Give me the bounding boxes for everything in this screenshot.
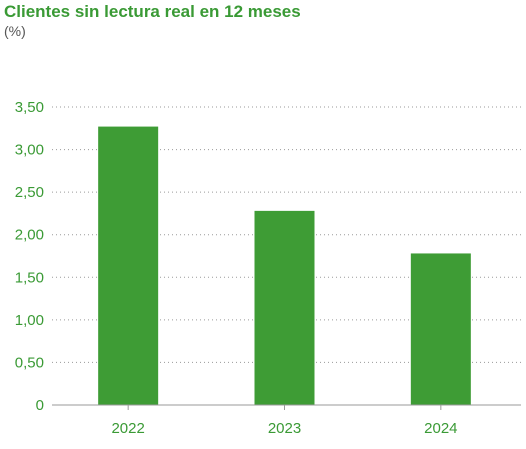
bars bbox=[98, 126, 471, 405]
bar-2022 bbox=[98, 126, 159, 405]
y-tick-label: 1,00 bbox=[15, 312, 44, 329]
y-tick-label: 3,00 bbox=[15, 142, 44, 159]
bar-2024 bbox=[410, 253, 471, 405]
y-tick-label: 0 bbox=[36, 397, 44, 414]
x-tick-label: 2022 bbox=[111, 420, 144, 437]
x-tick-label: 2024 bbox=[424, 420, 457, 437]
y-axis-tick-labels: 0 0,50 1,00 1,50 2,00 2,50 3,00 3,50 bbox=[15, 99, 44, 414]
y-tick-label: 0,50 bbox=[15, 354, 44, 371]
y-tick-label: 1,50 bbox=[15, 269, 44, 286]
y-tick-label: 3,50 bbox=[15, 99, 44, 116]
chart-title: Clientes sin lectura real en 12 meses bbox=[4, 2, 301, 21]
bar-2023 bbox=[254, 210, 315, 405]
x-axis-tick-labels: 2022 2023 2024 bbox=[111, 420, 457, 437]
chart-subtitle: (%) bbox=[4, 23, 26, 39]
y-tick-label: 2,50 bbox=[15, 184, 44, 201]
y-tick-label: 2,00 bbox=[15, 227, 44, 244]
x-tick-label: 2023 bbox=[268, 420, 301, 437]
x-axis bbox=[52, 404, 521, 410]
